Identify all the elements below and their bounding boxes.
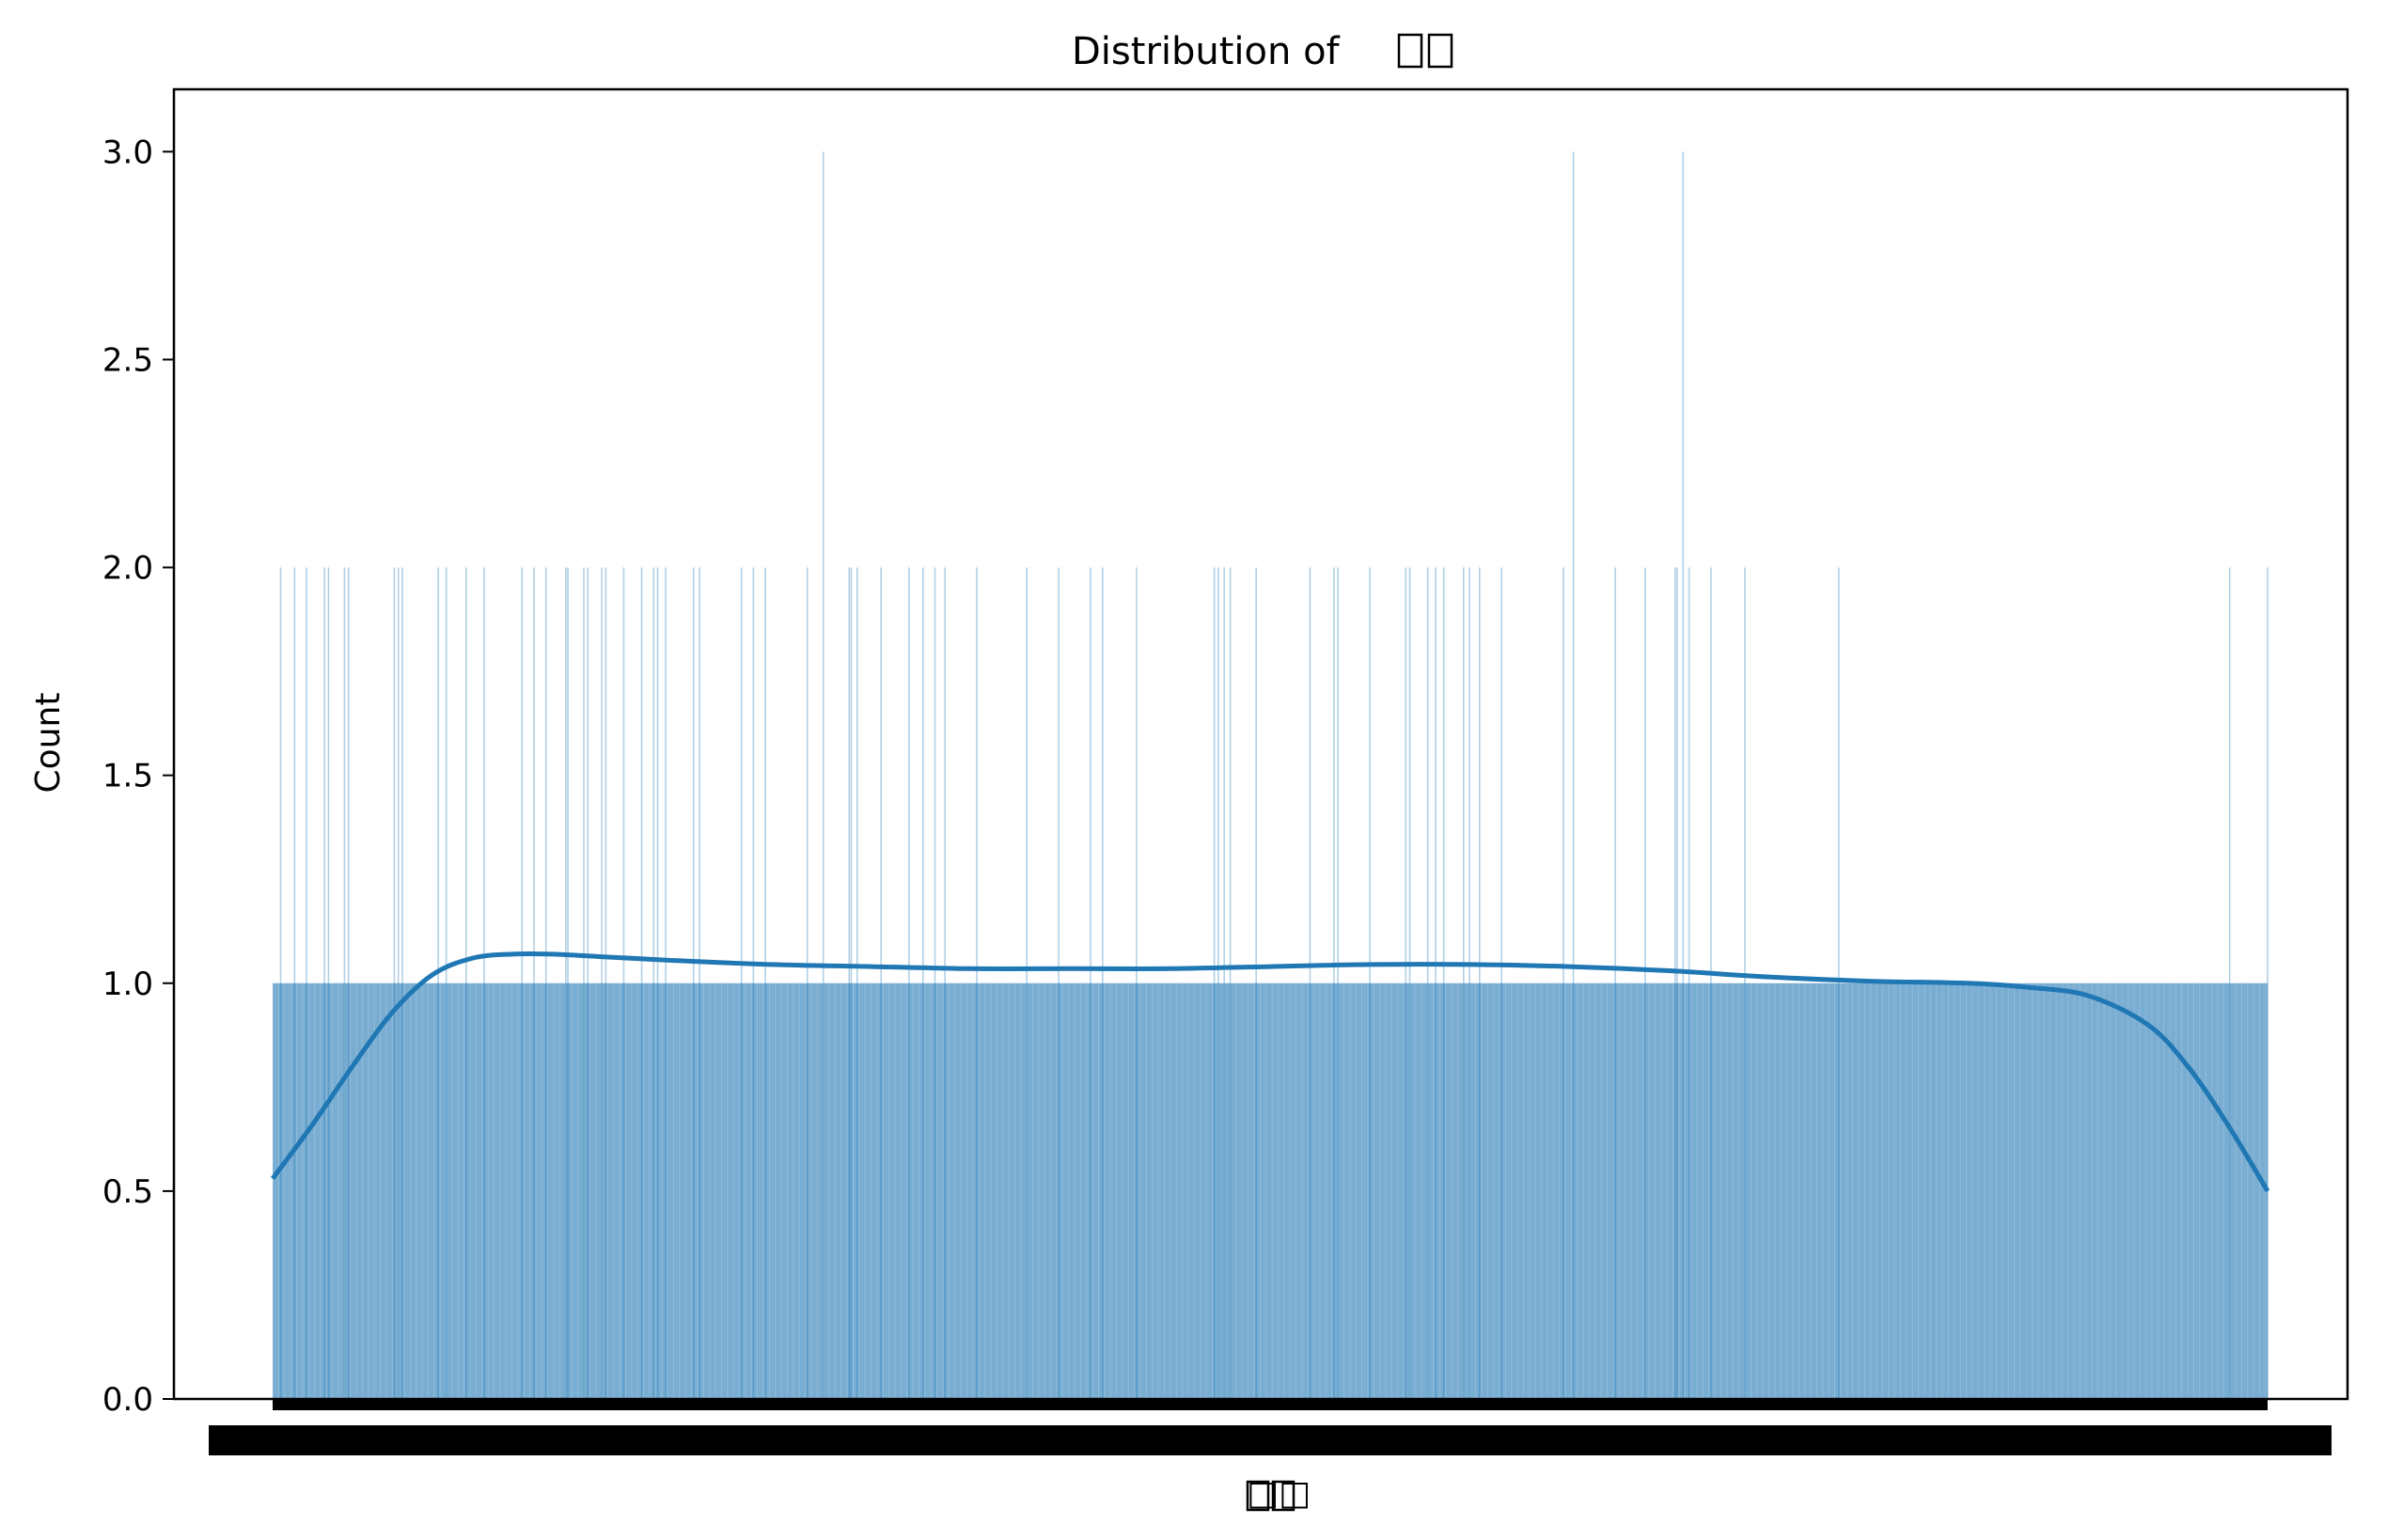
- title-missing-glyph-1: [1397, 33, 1423, 69]
- histogram-bins: [272, 982, 2268, 1399]
- x-axis-ticks: [209, 1399, 2332, 1455]
- histogram-bin-count-3: [1682, 151, 1685, 1399]
- xlabel-missing-glyph-2: [1271, 1480, 1296, 1512]
- y-tick-label: 0.5: [102, 1173, 153, 1211]
- y-tick-label: 1.5: [102, 758, 153, 795]
- x-tick-labels-overlapping: [209, 1425, 2332, 1455]
- y-tick-label: 2.5: [102, 341, 153, 379]
- title-missing-glyph-2: [1427, 33, 1453, 69]
- chart-title: Distribution of: [1072, 30, 1341, 73]
- xlabel-missing-glyph-1: [1246, 1480, 1270, 1512]
- histogram-bin-count-3: [822, 151, 824, 1399]
- y-tick-label: 0.0: [102, 1381, 153, 1419]
- x-axis-label: □□: [1247, 1474, 1311, 1513]
- plot-frame: [172, 87, 2349, 1401]
- histogram-bin-count-3: [1572, 151, 1575, 1399]
- y-axis-ticks: 0.0 0.5 1.0 1.5 2.0 2.5 3.0: [102, 134, 174, 1419]
- y-tick-label: 2.0: [102, 550, 153, 588]
- histogram-bin-block: [273, 982, 2268, 1399]
- x-tick-marks-dense: [273, 1399, 2268, 1410]
- y-tick-label: 3.0: [102, 134, 153, 171]
- y-axis-label: Count: [29, 693, 68, 794]
- y-tick-label: 1.0: [102, 966, 153, 1003]
- kde-curve: [270, 951, 2270, 1193]
